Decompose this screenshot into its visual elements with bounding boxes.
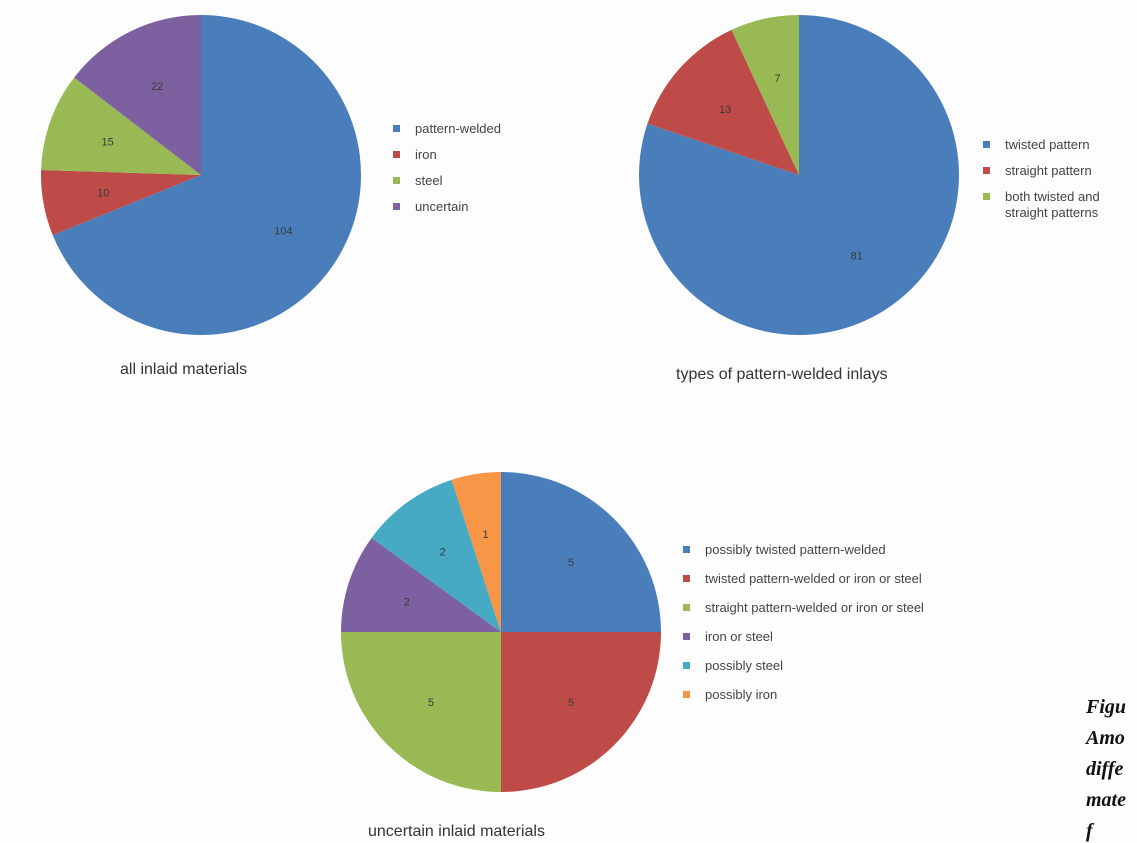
pie-slice-twisted-pattern xyxy=(639,15,960,335)
pie-slice-possibly-steel xyxy=(371,479,501,632)
legend-item-steel: steel xyxy=(393,173,501,189)
legend-item-iron: iron xyxy=(393,147,501,163)
legend-swatch xyxy=(683,662,690,669)
pie-slice-steel xyxy=(41,77,201,175)
legend-label: straight pattern xyxy=(1005,163,1092,178)
figure-note-line-5: f xyxy=(1086,820,1093,842)
legend-item-iron-or-steel: iron or steel xyxy=(683,629,924,645)
legend-label: possibly steel xyxy=(705,658,784,673)
data-label-twisted-pattern-welded-or-iron-or-steel: 5 xyxy=(568,697,574,709)
data-label-steel: 15 xyxy=(101,137,113,149)
legend-pattern-types: twisted pattern straight pattern both twis… xyxy=(983,137,1133,231)
data-label-iron: 10 xyxy=(97,188,109,200)
data-label-uncertain: 22 xyxy=(151,81,163,93)
pie-chart-uncertain: 5 5 5 2 2 1 possibly twisted pattern-welded tw… xyxy=(300,440,1020,840)
legend-label: straight pattern-welded or iron or steel xyxy=(705,600,924,615)
pie-slice-pattern-welded xyxy=(52,15,362,335)
data-label-possibly-iron: 1 xyxy=(482,529,488,541)
legend-uncertain: possibly twisted pattern-welded twisted p… xyxy=(683,542,924,716)
legend-item-possibly-steel: possibly steel xyxy=(683,658,924,674)
pie-slice-uncertain xyxy=(74,15,201,175)
legend-item-uncertain: uncertain xyxy=(393,199,501,215)
pie-svg-uncertain: 5 5 5 2 2 1 xyxy=(341,472,661,792)
legend-item-both-twisted-and-straight-patterns: both twisted and straight patterns xyxy=(983,189,1133,221)
legend-swatch xyxy=(983,193,990,200)
legend-label: iron xyxy=(415,147,437,162)
legend-label: both twisted and straight patterns xyxy=(1005,189,1100,220)
data-label-twisted-pattern: 81 xyxy=(851,251,863,263)
pie-slice-possibly-twisted-pattern-welded xyxy=(501,472,661,632)
data-label-straight-pattern-welded-or-iron-or-steel: 5 xyxy=(428,697,434,709)
legend-swatch xyxy=(683,546,690,553)
legend-item-possibly-twisted-pattern-welded: possibly twisted pattern-welded xyxy=(683,542,924,558)
pie-slice-both-twisted-and-straight-patterns xyxy=(731,15,799,175)
caption-all-materials: all inlaid materials xyxy=(120,361,248,378)
pie-slice-straight-pattern-welded-or-iron-or-steel xyxy=(341,632,501,792)
legend-swatch xyxy=(683,575,690,582)
legend-label: steel xyxy=(415,173,443,188)
data-label-possibly-twisted-pattern-welded: 5 xyxy=(568,557,574,569)
pie-slice-iron xyxy=(41,170,202,236)
legend-label: iron or steel xyxy=(705,629,773,644)
legend-swatch xyxy=(393,177,400,184)
figure-note-line-2: Amo xyxy=(1086,727,1125,749)
legend-swatch xyxy=(393,151,400,158)
pie-slice-possibly-iron xyxy=(451,472,501,632)
legend-item-possibly-iron: possibly iron xyxy=(683,687,924,703)
legend-swatch xyxy=(683,604,690,611)
caption-uncertain: uncertain inlaid materials xyxy=(368,823,545,840)
legend-label: possibly twisted pattern-welded xyxy=(705,542,886,557)
legend-swatch xyxy=(983,141,990,148)
figure-note-line-4: mate xyxy=(1086,789,1126,811)
legend-label: pattern-welded xyxy=(415,121,501,136)
legend-swatch xyxy=(683,633,690,640)
legend-item-straight-pattern: straight pattern xyxy=(983,163,1133,179)
pie-svg-pattern-types: 81 13 7 xyxy=(639,15,960,335)
pie-slice-straight-pattern xyxy=(647,29,799,176)
legend-label: twisted pattern xyxy=(1005,137,1090,152)
pie-slice-twisted-pattern-welded-or-iron-or-steel xyxy=(501,632,661,792)
figure-note-line-1: Figu xyxy=(1086,696,1127,718)
data-label-iron-or-steel: 2 xyxy=(404,596,410,608)
data-label-pattern-welded: 104 xyxy=(274,225,292,237)
pie-chart-all-materials: 104 10 15 22 pattern-welded iron steel uncerta… xyxy=(0,0,600,400)
legend-swatch xyxy=(393,125,400,132)
legend-swatch xyxy=(393,203,400,210)
figure-note-line-3: diffe xyxy=(1086,758,1124,780)
caption-pattern-types: types of pattern-welded inlays xyxy=(676,366,888,383)
legend-item-straight-pattern-welded-or-iron-or-steel: straight pattern-welded or iron or steel xyxy=(683,600,924,616)
legend-label: uncertain xyxy=(415,199,469,214)
legend-item-pattern-welded: pattern-welded xyxy=(393,121,501,137)
legend-item-twisted-pattern: twisted pattern xyxy=(983,137,1133,153)
legend-item-twisted-pattern-welded-or-iron-or-steel: twisted pattern-welded or iron or steel xyxy=(683,571,924,587)
legend-all-materials: pattern-welded iron steel uncertain xyxy=(393,121,501,225)
pie-chart-pattern-types: 81 13 7 twisted pattern straight pattern bot… xyxy=(600,0,1137,400)
pie-svg-all-materials: 104 10 15 22 xyxy=(41,15,362,335)
data-label-both-twisted-and-straight-patterns: 7 xyxy=(775,73,781,85)
data-label-straight-pattern: 13 xyxy=(719,104,731,116)
pie-slice-iron-or-steel xyxy=(341,537,501,632)
legend-swatch xyxy=(983,167,990,174)
legend-swatch xyxy=(683,691,690,698)
data-label-possibly-steel: 2 xyxy=(440,547,446,559)
legend-label: possibly iron xyxy=(705,687,778,702)
legend-label: twisted pattern-welded or iron or steel xyxy=(705,571,922,586)
